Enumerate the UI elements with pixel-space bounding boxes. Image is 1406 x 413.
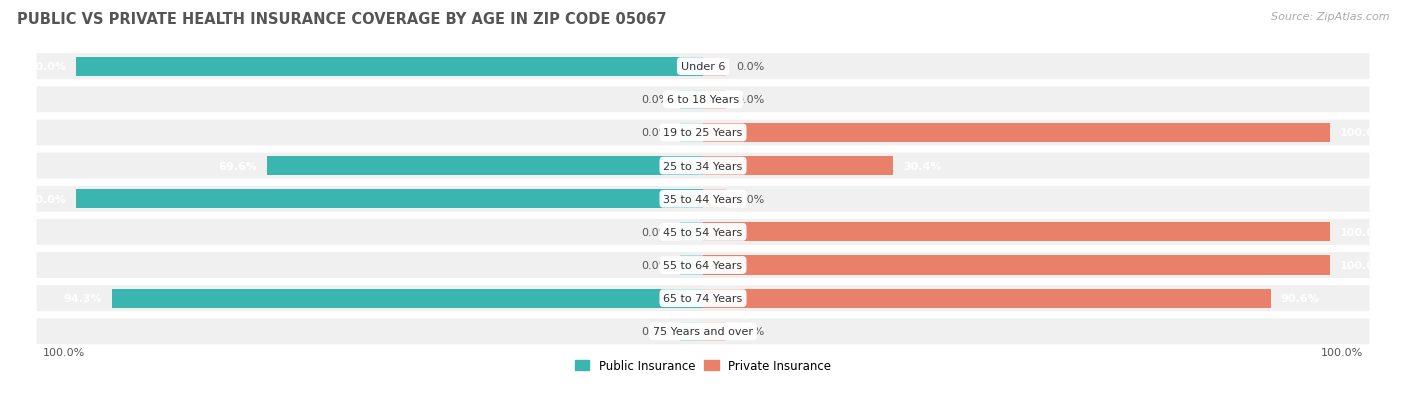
Bar [267,157,703,176]
Text: 25 to 34 Years: 25 to 34 Years [664,161,742,171]
FancyBboxPatch shape [37,285,1369,311]
Bar [703,157,893,176]
Bar [703,90,727,110]
Text: PUBLIC VS PRIVATE HEALTH INSURANCE COVERAGE BY AGE IN ZIP CODE 05067: PUBLIC VS PRIVATE HEALTH INSURANCE COVER… [17,12,666,27]
Bar [703,256,1330,275]
Bar [679,90,703,110]
Text: 0.0%: 0.0% [641,227,669,237]
Text: 0.0%: 0.0% [641,128,669,138]
Bar [703,123,1330,143]
Text: 94.3%: 94.3% [63,294,103,304]
Text: 100.0%: 100.0% [21,194,66,204]
FancyBboxPatch shape [37,252,1369,278]
Legend: Public Insurance, Private Insurance: Public Insurance, Private Insurance [571,354,835,377]
FancyBboxPatch shape [37,54,1369,80]
FancyBboxPatch shape [37,120,1369,146]
Text: 0.0%: 0.0% [737,327,765,337]
Text: 35 to 44 Years: 35 to 44 Years [664,194,742,204]
Bar [679,223,703,242]
Text: 19 to 25 Years: 19 to 25 Years [664,128,742,138]
Bar [703,223,1330,242]
Bar [679,123,703,143]
Text: 100.0%: 100.0% [44,347,86,357]
FancyBboxPatch shape [37,186,1369,212]
Text: Under 6: Under 6 [681,62,725,72]
FancyBboxPatch shape [37,318,1369,344]
Bar [703,322,727,341]
FancyBboxPatch shape [37,219,1369,245]
Text: 100.0%: 100.0% [1340,128,1385,138]
Bar [703,289,1271,308]
Bar [703,190,727,209]
Text: Source: ZipAtlas.com: Source: ZipAtlas.com [1271,12,1389,22]
Bar [703,57,727,76]
FancyBboxPatch shape [37,153,1369,179]
Text: 0.0%: 0.0% [641,327,669,337]
Text: 69.6%: 69.6% [218,161,257,171]
Text: 45 to 54 Years: 45 to 54 Years [664,227,742,237]
Text: 55 to 64 Years: 55 to 64 Years [664,261,742,271]
Bar [679,322,703,341]
Text: 30.4%: 30.4% [904,161,942,171]
Text: 100.0%: 100.0% [1340,227,1385,237]
Text: 90.6%: 90.6% [1281,294,1319,304]
Text: 100.0%: 100.0% [21,62,66,72]
Text: 100.0%: 100.0% [1320,347,1362,357]
Text: 0.0%: 0.0% [737,95,765,105]
Text: 0.0%: 0.0% [641,261,669,271]
FancyBboxPatch shape [37,87,1369,113]
Text: 6 to 18 Years: 6 to 18 Years [666,95,740,105]
Text: 0.0%: 0.0% [737,194,765,204]
Bar [112,289,703,308]
Text: 100.0%: 100.0% [1340,261,1385,271]
Text: 0.0%: 0.0% [737,62,765,72]
Bar [76,57,703,76]
Bar [679,256,703,275]
Text: 65 to 74 Years: 65 to 74 Years [664,294,742,304]
Text: 0.0%: 0.0% [641,95,669,105]
Bar [76,190,703,209]
Text: 75 Years and over: 75 Years and over [652,327,754,337]
